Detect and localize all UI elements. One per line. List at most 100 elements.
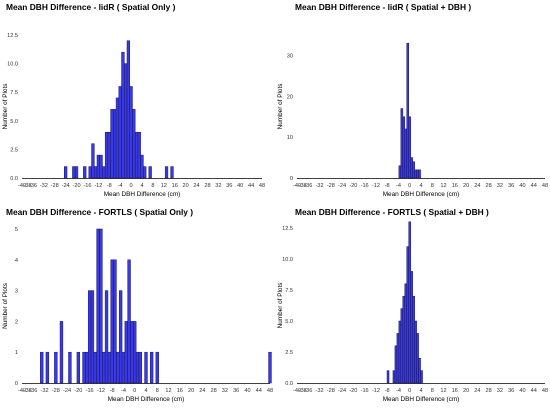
y-tick-label: 12.5 [7,33,18,39]
histogram-bar [406,42,409,179]
chart-svg: Mean DBH Difference - FORTLS ( Spatial O… [2,207,273,403]
y-tick-label: 20 [287,94,293,100]
x-tick-label: 8 [431,388,434,394]
x-tick-label: 20 [463,183,469,189]
y-tick-label: 4 [15,258,18,264]
x-tick-label: 12 [161,183,167,189]
histogram-bar [402,116,406,179]
histogram-bar [155,351,159,384]
x-tick-label: -24 [338,183,346,189]
histogram-bar [88,166,92,179]
x-tick-label: -38 [299,183,307,189]
x-tick-label: -16 [361,183,369,189]
panel-fortls-spatial-only: Mean DBH Difference - FORTLS ( Spatial O… [0,206,275,413]
x-axis-label: Mean DBH Difference (cm) [383,396,460,403]
x-tick-label: -32 [316,183,324,189]
histogram-bar [140,154,144,179]
x-tick-label: -4 [121,388,126,394]
x-tick-label: 24 [199,388,205,394]
x-tick-label: 8 [156,388,159,394]
y-tick-label: 2.5 [10,147,18,153]
histogram-bar [124,63,128,179]
x-tick-label: -32 [40,183,48,189]
histogram-bar [408,116,411,179]
y-tick-label: 0 [290,176,293,182]
x-tick-label: -36 [29,388,37,394]
x-tick-label: -36 [29,183,37,189]
x-tick-label: -8 [385,388,390,394]
x-tick-label: 0 [408,388,411,394]
histogram-bar [394,345,398,384]
histogram-bar [72,166,76,179]
y-tick-label: 1 [15,350,18,356]
x-tick-label: 28 [486,183,492,189]
histogram-bar [102,351,106,384]
histogram-bar [410,157,413,179]
x-tick-label: -36 [304,183,312,189]
histogram-bar [96,228,100,384]
histogram-bar [104,290,109,384]
histogram-bar [90,290,95,384]
histogram-bar [110,109,114,179]
x-tick-label: 12 [165,388,171,394]
histogram-bar [138,351,143,384]
histogram-bar [91,143,95,179]
histogram-bar [130,321,134,384]
x-tick-label: 44 [531,183,537,189]
histogram-bar [134,131,139,179]
x-tick-label: -8 [385,183,390,189]
histogram-bar [127,259,131,384]
x-tick-label: -28 [51,183,59,189]
histogram-bar [110,259,114,384]
x-tick-label: 16 [177,388,183,394]
x-tick-label: 36 [226,183,232,189]
x-tick-label: 28 [211,388,217,394]
histogram-bar [414,169,417,179]
x-tick-label: 36 [508,388,514,394]
x-tick-label: 16 [172,183,178,189]
y-axis-label: Number of Plots [2,283,9,329]
chart-svg: Mean DBH Difference - lidR ( Spatial + D… [277,2,548,198]
x-tick-label: 20 [183,183,189,189]
x-tick-label: -16 [83,183,91,189]
histogram-bar [400,108,404,179]
histogram-bar [87,290,92,384]
x-tick-label: -24 [63,388,71,394]
chart-title: Mean DBH Difference - lidR ( Spatial + D… [295,2,471,12]
histogram-bar [40,351,44,384]
x-tick-label: 4 [140,183,143,189]
x-tick-label: 48 [267,388,273,394]
x-tick-label: -8 [107,183,112,189]
histogram-bar [420,370,423,384]
x-tick-label: 40 [237,183,243,189]
x-tick-label: 40 [244,388,250,394]
y-tick-label: 2 [15,319,18,325]
histogram-bar [115,97,120,179]
panel-lidr-spatial-dbh: Mean DBH Difference - lidR ( Spatial + D… [275,0,550,206]
histogram-bar [133,321,137,384]
histogram-bar [386,370,390,384]
x-tick-label: 24 [474,183,480,189]
y-tick-label: 7.5 [10,90,18,96]
x-tick-label: -12 [372,183,380,189]
x-tick-label: -28 [327,388,335,394]
panel-lidr-spatial-only: Mean DBH Difference - lidR ( Spatial Onl… [0,0,275,206]
histogram-bar [64,166,68,179]
x-tick-label: -28 [327,183,335,189]
x-tick-label: -38 [24,388,32,394]
x-tick-label: 44 [256,388,262,394]
y-tick-label: 5.0 [10,119,18,125]
histogram-bar [93,351,97,384]
histogram-bar [129,86,133,179]
x-tick-label: 48 [259,183,265,189]
histogram-bar [107,351,112,384]
x-tick-label: 48 [542,183,548,189]
x-tick-label: 0 [130,183,133,189]
x-tick-label: 32 [497,388,503,394]
x-tick-label: -12 [94,183,102,189]
x-tick-label: 24 [474,388,480,394]
histogram-bar [54,351,58,384]
histogram-bar [144,351,148,384]
histogram-bar [416,169,419,179]
y-tick-label: 0 [15,381,18,387]
